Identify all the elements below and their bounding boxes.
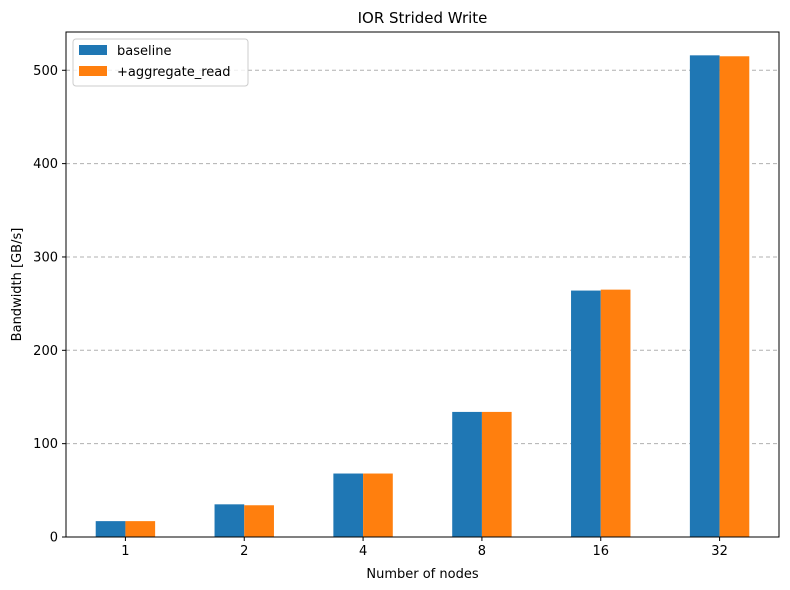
bar-baseline-1	[95, 521, 126, 537]
bar-baseline-32	[689, 55, 720, 537]
x-axis-label: Number of nodes	[366, 567, 478, 582]
bar-baseline-4	[333, 473, 364, 537]
x-tick-label: 16	[592, 544, 609, 559]
x-tick-label: 32	[711, 544, 728, 559]
x-tick-label: 1	[121, 544, 129, 559]
bars-layer	[95, 55, 750, 538]
bar-baseline-2	[214, 504, 245, 537]
legend: baseline +aggregate_read	[72, 38, 249, 87]
y-axis-label: Bandwidth [GB/s]	[10, 228, 25, 342]
y-tick-label: 100	[33, 437, 58, 452]
legend-label-baseline: baseline	[117, 44, 171, 59]
bar-aggregate-read-16	[600, 289, 631, 537]
y-tick-label: 300	[33, 250, 58, 265]
x-tick-label: 2	[240, 544, 248, 559]
legend-frame	[72, 38, 249, 87]
legend-label-aggregate-read: +aggregate_read	[117, 65, 231, 80]
legend-swatch-baseline	[79, 45, 107, 55]
bar-aggregate-read-32	[719, 56, 750, 538]
bar-aggregate-read-8	[481, 411, 512, 537]
y-tick-label: 0	[50, 531, 58, 546]
x-axis: 1 2 4 8 16 32	[121, 537, 728, 559]
y-axis: 0 100 200 300 400 500	[33, 64, 66, 546]
bar-aggregate-read-1	[125, 521, 156, 537]
plot-frame	[65, 31, 780, 538]
y-tick-label: 400	[33, 157, 58, 172]
chart-title: IOR Strided Write	[358, 9, 488, 27]
y-tick-label: 500	[33, 64, 58, 79]
legend-swatch-aggregate-read	[79, 66, 107, 76]
bar-aggregate-read-4	[363, 473, 393, 537]
x-tick-label: 4	[359, 544, 367, 559]
y-tick-label: 200	[33, 344, 58, 359]
bar-baseline-16	[571, 290, 601, 537]
bar-baseline-8	[452, 411, 482, 537]
x-tick-label: 8	[478, 544, 486, 559]
bar-aggregate-read-2	[244, 505, 274, 537]
